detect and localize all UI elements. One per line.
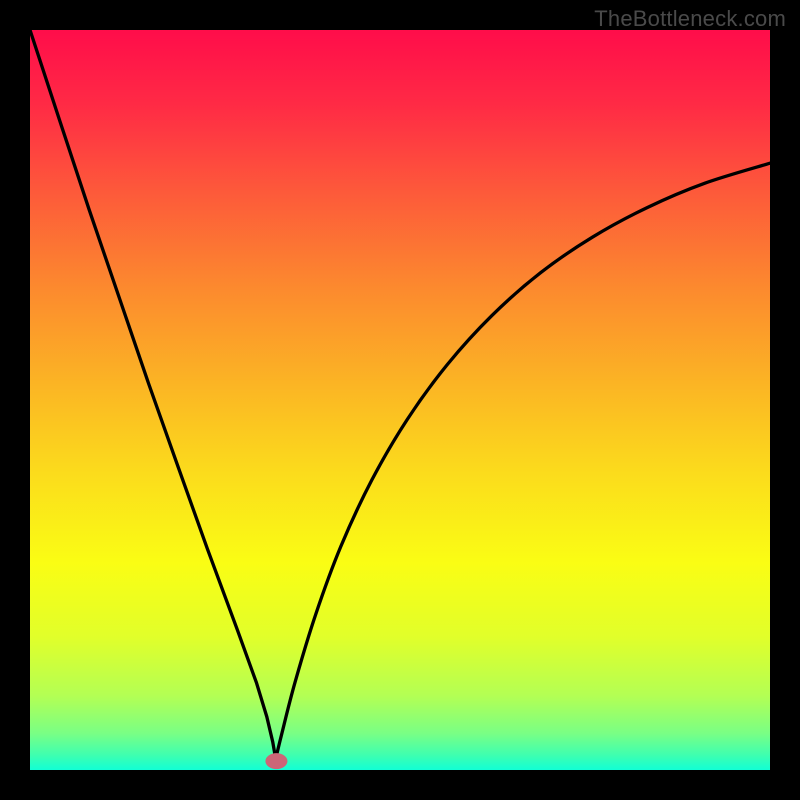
chart-svg [30, 30, 770, 770]
watermark-text: TheBottleneck.com [594, 6, 786, 32]
chart-background [30, 30, 770, 770]
optimal-point-marker [265, 753, 287, 769]
bottleneck-chart [30, 30, 770, 770]
